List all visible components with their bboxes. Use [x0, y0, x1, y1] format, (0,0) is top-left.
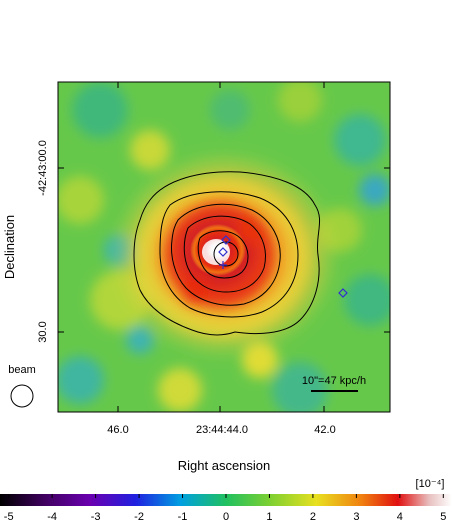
- beam-circle: [10, 384, 34, 408]
- source-markers: [218, 235, 348, 298]
- colorbar-tick-label: 5: [440, 511, 446, 523]
- y-axis-title: Declination: [2, 215, 17, 279]
- x-tick-label: 42.0: [314, 424, 335, 436]
- contour-level-2: [159, 191, 299, 318]
- diamond-marker: [221, 235, 231, 245]
- image-map: 10"=47 kpc/h: [58, 82, 390, 412]
- contour-level-6: [213, 241, 239, 267]
- colorbar-tick-label: -3: [91, 511, 101, 523]
- colorbar-ticks: -5 -4 -3 -2 -1 0 1 2 3 4 5: [4, 494, 446, 523]
- y-tick-label: 30.0: [37, 321, 49, 342]
- x-tick-label: 46.0: [107, 424, 128, 436]
- y-tick-label: -42:43:00.0: [37, 140, 49, 196]
- x-axis-title: Right ascension: [178, 458, 271, 473]
- x-tick-label: 23:44:44.0: [196, 424, 248, 436]
- colorbar-tick-label: -5: [4, 511, 14, 523]
- colorbar-tick-label: 1: [266, 511, 272, 523]
- contour-level-5: [197, 230, 249, 279]
- contours: [133, 171, 321, 336]
- colorbar-tick-label: -4: [47, 511, 57, 523]
- colorbar-unit: [10⁻⁴]: [416, 478, 445, 490]
- colorbar-tick-label: 3: [353, 511, 359, 523]
- diamond-marker: [338, 288, 348, 298]
- plot-frame: [57, 81, 391, 413]
- contour-level-4: [183, 215, 266, 293]
- axis-ticks: [58, 82, 390, 412]
- cross-marker: [219, 261, 227, 269]
- colorbar-tick-label: 2: [310, 511, 316, 523]
- colorbar-tick-label: -1: [178, 511, 188, 523]
- colorbar-tick-label: -2: [134, 511, 144, 523]
- colorbar: [0, 494, 452, 506]
- scale-bar-label: 10"=47 kpc/h: [302, 375, 366, 387]
- beam-label: beam: [8, 364, 36, 376]
- contour-level-3: [171, 203, 281, 306]
- colorbar-tick-label: 4: [397, 511, 403, 523]
- diamond-marker: [218, 247, 228, 257]
- contour-level-1: [133, 171, 321, 336]
- colorbar-tick-label: 0: [223, 511, 229, 523]
